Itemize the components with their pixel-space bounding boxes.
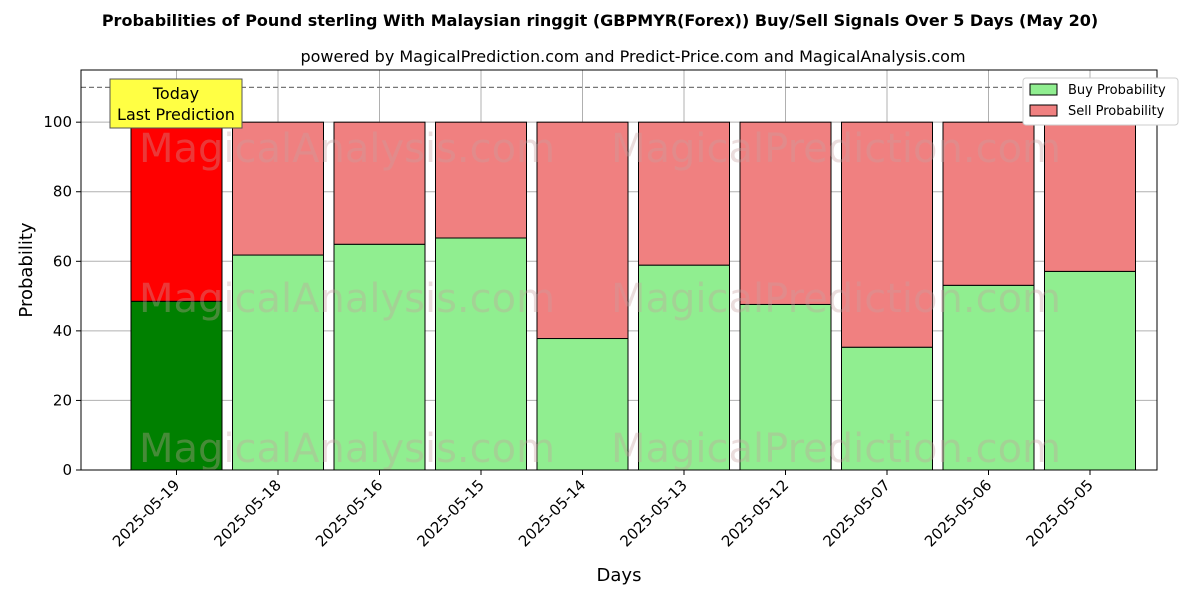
y-tick-label: 20 xyxy=(53,391,72,409)
y-tick-label: 60 xyxy=(53,252,72,270)
watermark-text: MagicalPrediction.com xyxy=(611,126,1061,172)
chart-title: Probabilities of Pound sterling With Mal… xyxy=(102,11,1098,30)
y-tick-label: 0 xyxy=(62,461,72,479)
legend-label: Buy Probability xyxy=(1068,83,1166,98)
annotation-box xyxy=(109,78,243,129)
bar-sell xyxy=(232,121,324,256)
plot-frame xyxy=(80,69,1158,471)
watermark-text: MagicalPrediction.com xyxy=(611,426,1061,472)
y-tick-label: 80 xyxy=(53,183,72,201)
legend: Buy Probability Sell Probability xyxy=(1022,77,1179,126)
bar-sell xyxy=(841,121,933,348)
bar-buy xyxy=(536,338,629,471)
legend-label: Sell Probability xyxy=(1068,104,1165,119)
today-annotation: Today Last Prediction xyxy=(109,78,243,129)
annotation-line2: Last Prediction xyxy=(117,105,235,124)
bar-sell xyxy=(739,121,832,305)
legend-swatch xyxy=(1029,83,1058,96)
y-tick-label: 100 xyxy=(43,113,72,131)
bars xyxy=(130,121,1136,471)
watermark-text: MagicalAnalysis.com xyxy=(139,426,555,472)
x-axis-label: Days xyxy=(597,565,642,586)
bar-buy xyxy=(942,284,1035,471)
bar-sell xyxy=(333,121,426,245)
bar-sell xyxy=(435,121,527,239)
watermark-text: MagicalPrediction.com xyxy=(611,276,1061,322)
bar-buy xyxy=(739,303,832,471)
bar-sell xyxy=(1044,121,1136,272)
legend-box xyxy=(1022,77,1179,126)
bar-sell xyxy=(536,121,629,340)
watermarks: MagicalAnalysis.com MagicalPrediction.com… xyxy=(139,126,1061,472)
bar-buy xyxy=(435,237,527,471)
y-axis-label: Probability xyxy=(16,222,37,317)
watermark-text: MagicalAnalysis.com xyxy=(139,276,555,322)
bar-sell xyxy=(942,121,1035,286)
y-tick-label: 40 xyxy=(53,322,72,340)
bar-buy xyxy=(333,243,426,471)
bar-sell xyxy=(638,121,730,266)
bar-buy xyxy=(638,264,730,471)
watermark-text: MagicalAnalysis.com xyxy=(139,126,555,172)
annotation-line1: Today xyxy=(152,84,199,103)
legend-swatch xyxy=(1029,104,1058,117)
bar-buy xyxy=(1044,270,1136,471)
chart-subtitle: powered by MagicalPrediction.com and Pre… xyxy=(300,47,965,66)
bar-sell xyxy=(130,121,223,302)
bar-buy xyxy=(232,254,324,471)
y-axis: 0 20 40 60 80 100 xyxy=(43,113,81,479)
